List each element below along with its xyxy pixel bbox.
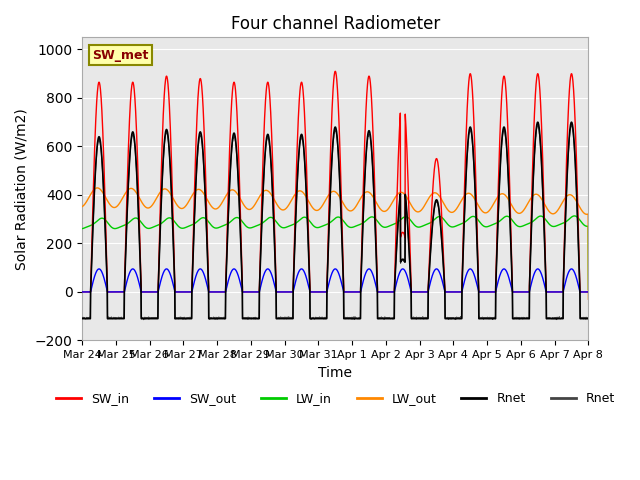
X-axis label: Time: Time: [318, 366, 352, 380]
Legend: SW_in, SW_out, LW_in, LW_out, Rnet, Rnet: SW_in, SW_out, LW_in, LW_out, Rnet, Rnet: [51, 387, 620, 410]
Y-axis label: Solar Radiation (W/m2): Solar Radiation (W/m2): [15, 108, 29, 270]
Title: Four channel Radiometer: Four channel Radiometer: [230, 15, 440, 33]
Text: SW_met: SW_met: [92, 48, 148, 61]
